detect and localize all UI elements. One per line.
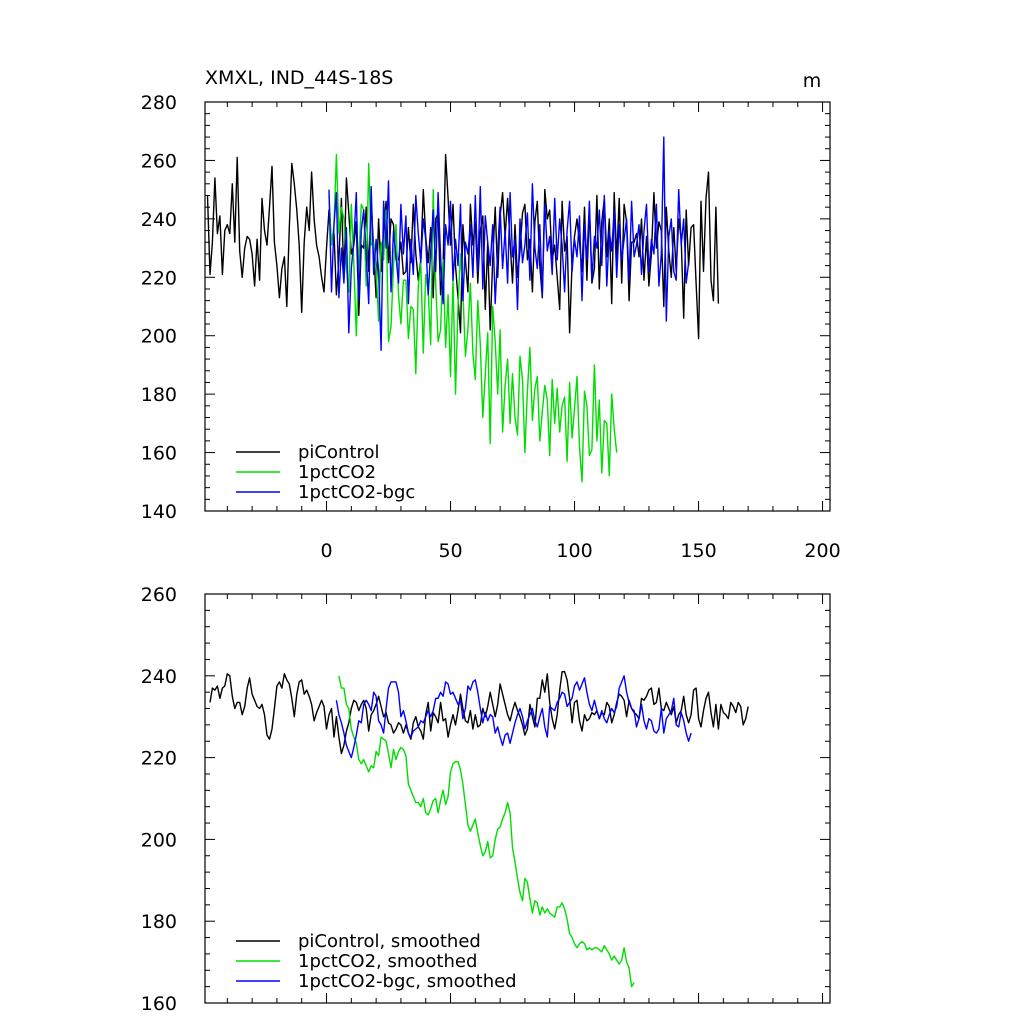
legend-label: 1pctCO2-bgc	[298, 482, 415, 503]
x-tick-label: 200	[804, 540, 840, 562]
units-label: m	[803, 70, 822, 92]
top-panel: XMXL, IND_44S-18S m 140 160 180 200 220 240 26…	[141, 67, 841, 562]
x-tick-label: 100	[556, 540, 592, 562]
y-tick-label: 280	[141, 92, 177, 114]
y-tick-label: 240	[141, 209, 177, 231]
y-tick-label: 160	[141, 993, 177, 1015]
y-tick-label: 260	[141, 584, 177, 606]
y-tick-label: 220	[141, 267, 177, 289]
series-line-picontrol-smoothed	[209, 671, 749, 755]
plot-frame	[204, 593, 831, 1004]
y-tick-label: 180	[141, 911, 177, 933]
y-tick-label: 260	[141, 150, 177, 172]
y-tick-label: 160	[141, 443, 177, 465]
x-tick-label: 50	[438, 540, 462, 562]
chart-title: XMXL, IND_44S-18S	[205, 67, 393, 89]
x-tick-label: 0	[320, 540, 332, 562]
y-tick-label: 140	[141, 501, 177, 523]
plot-frame	[204, 101, 831, 512]
series-line-1pctco2-bgc	[328, 136, 690, 351]
legend-label: piControl	[298, 442, 380, 463]
legend-label: 1pctCO2	[298, 462, 376, 483]
x-tick-label: 150	[680, 540, 716, 562]
series-line-1pctco2-bgc-smoothed	[335, 675, 692, 759]
y-tick-label: 240	[141, 666, 177, 688]
series-line-1pctco2-smoothed	[338, 675, 635, 988]
y-tick-label: 220	[141, 748, 177, 770]
legend-label: 1pctCO2-bgc, smoothed	[298, 971, 517, 992]
y-tick-label: 180	[141, 384, 177, 406]
y-tick-label: 200	[141, 829, 177, 851]
legend-label: piControl, smoothed	[298, 931, 481, 952]
series-line-1pctco2	[328, 153, 618, 483]
y-tick-label: 200	[141, 326, 177, 348]
legend-label: 1pctCO2, smoothed	[298, 951, 477, 972]
